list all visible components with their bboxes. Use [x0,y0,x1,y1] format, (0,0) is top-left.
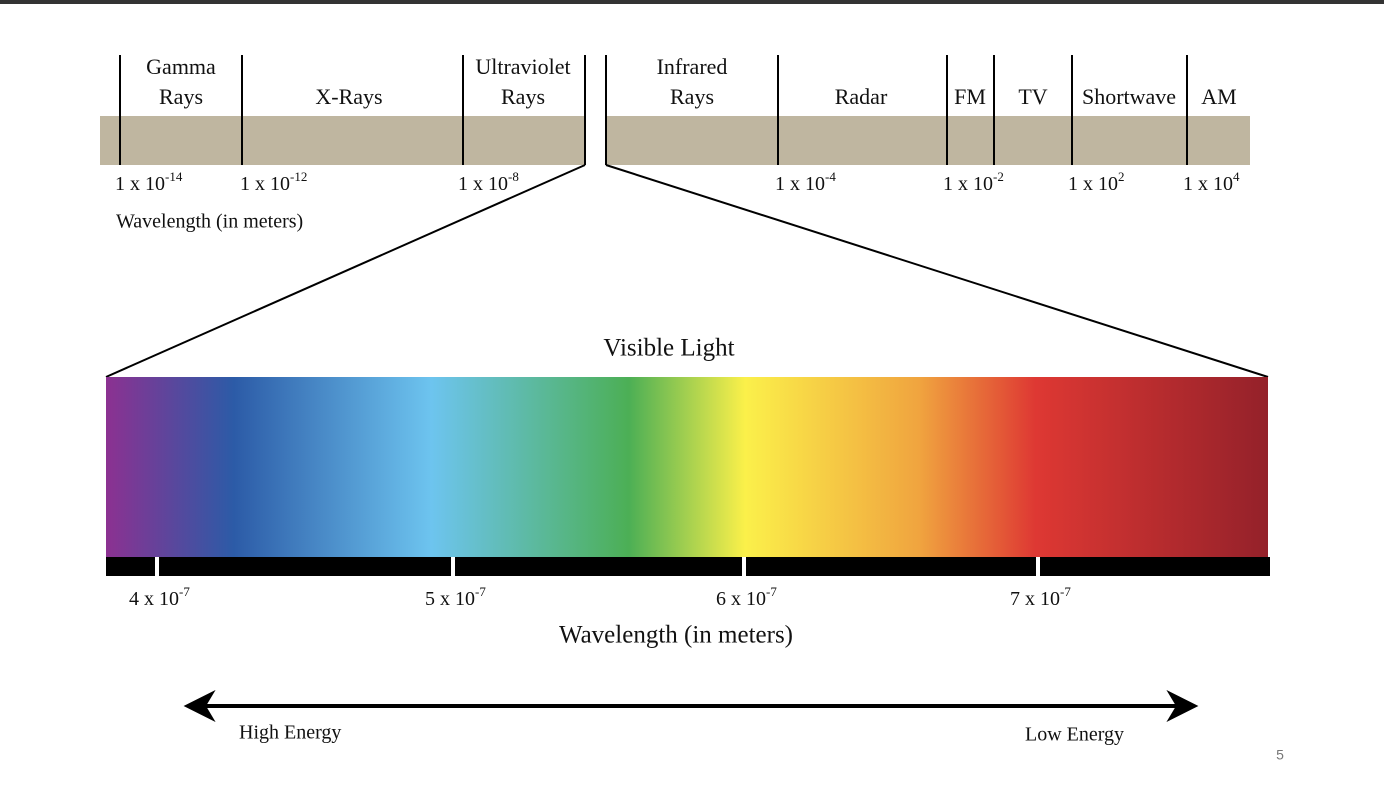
band-label: AM [1201,84,1236,109]
visible-tick [742,557,746,576]
label-exponent: -12 [290,169,307,184]
label-exponent: 4 [1233,169,1240,184]
wavelength-label: 1 x 104 [1183,169,1240,195]
axis-label: Wavelength (in meters) [116,211,303,233]
visible-tick-label: 5 x 10-7 [425,584,486,610]
label-exponent: 2 [1118,169,1125,184]
band-label: Rays [159,84,203,109]
spectrum-band [100,116,1250,165]
wavelength-label: 1 x 10-14 [115,169,183,195]
label-base: 7 x 10 [1010,588,1060,610]
band-label: Ultraviolet [475,54,570,79]
label-base: 1 x 10 [115,173,165,195]
label-base: 1 x 10 [458,173,508,195]
visible-tick-label: 7 x 10-7 [1010,584,1071,610]
label-base: 5 x 10 [425,588,475,610]
wavelength-label: 1 x 102 [1068,169,1125,195]
band-label: TV [1018,84,1047,109]
band-gap [586,110,605,170]
label-exponent: -14 [165,169,183,184]
band-label: Infrared [657,54,728,79]
label-base: 6 x 10 [716,588,766,610]
label-base: 1 x 10 [1068,173,1118,195]
label-exponent: -7 [179,584,190,599]
wavelength-label: 1 x 10-12 [240,169,307,195]
visible-scale-bar [106,557,1270,576]
visible-gradient [106,377,1268,557]
low-energy-label: Low Energy [1025,724,1124,746]
visible-tick-label: 6 x 10-7 [716,584,777,610]
label-exponent: -7 [766,584,777,599]
label-base: 1 x 10 [943,173,993,195]
label-base: 1 x 10 [775,173,825,195]
band-label: Rays [501,84,545,109]
page-number: 5 [1276,747,1284,763]
visible-title: Visible Light [603,335,734,362]
band-label: Radar [835,84,888,109]
visible-tick-label: 4 x 10-7 [129,584,190,610]
wavelength-label: 1 x 10-8 [458,169,519,195]
visible-tick [155,557,159,576]
visible-axis-label: Wavelength (in meters) [559,622,793,649]
band-label: FM [954,84,986,109]
label-exponent: -7 [1060,584,1071,599]
label-base: 1 x 10 [240,173,290,195]
wavelength-label: 1 x 10-4 [775,169,836,195]
top-bar [0,0,1384,4]
zoom-line [105,164,586,378]
label-exponent: -2 [993,169,1004,184]
label-exponent: -8 [508,169,519,184]
visible-tick [1036,557,1040,576]
band-label: Gamma [146,54,216,79]
label-exponent: -7 [475,584,486,599]
label-base: 4 x 10 [129,588,179,610]
label-exponent: -4 [825,169,836,184]
band-label: X-Rays [315,84,382,109]
band-label: Shortwave [1082,84,1176,109]
label-base: 1 x 10 [1183,173,1233,195]
wavelength-label: 1 x 10-2 [943,169,1004,195]
high-energy-label: High Energy [239,722,341,744]
zoom-line [605,164,1269,378]
visible-tick [451,557,455,576]
band-label: Rays [670,84,714,109]
